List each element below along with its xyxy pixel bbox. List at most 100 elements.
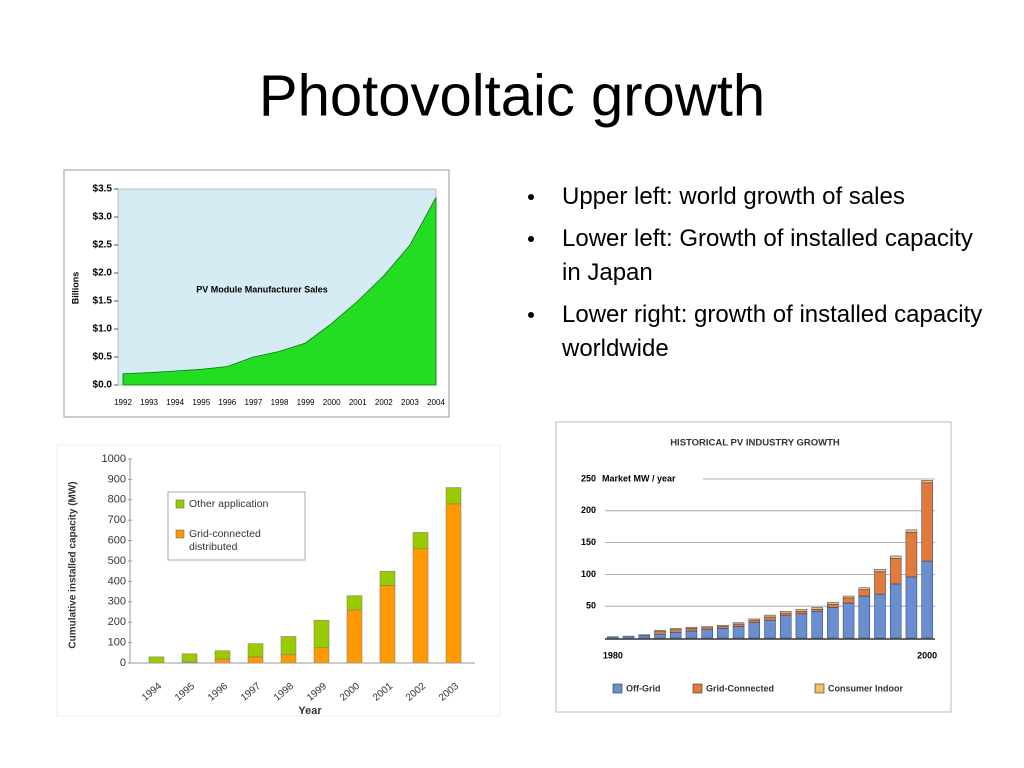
bar-segment: [858, 589, 871, 597]
x-tick-label: 1995: [192, 398, 210, 407]
legend-box: [167, 491, 306, 561]
bar-segment: [795, 609, 808, 612]
bar-segment: [247, 643, 264, 658]
bullet: Upper left: world growth of sales: [528, 180, 992, 214]
bar-segment: [622, 635, 635, 639]
y-tick-label: 500: [108, 555, 126, 567]
y-tick-label: 1000: [102, 453, 126, 465]
bar-segment: [764, 616, 776, 621]
bar-segment: [412, 548, 429, 664]
bar-segment: [654, 631, 666, 635]
bar-segment: [701, 626, 713, 629]
bar-segment: [842, 595, 855, 599]
bar-segment: [889, 583, 902, 639]
bar-segment: [181, 653, 198, 663]
bar-segment: [346, 609, 363, 664]
bar-segment: [280, 636, 297, 656]
bar-segment: [669, 629, 682, 633]
bar-segment: [313, 619, 330, 648]
bar-segment: [874, 593, 886, 639]
bar-segment: [701, 627, 713, 630]
sales-chart: $0.0 $0.5 $1.0 $1.5 $2.0 $2.5 $3.0 $3.5 1992 1993…: [70, 184, 445, 407]
bar-segment: [905, 576, 918, 639]
world-chart: 50 100 150 200 250 1980 2000 Market MW / year HI…: [581, 438, 937, 694]
bar-segment: [827, 604, 839, 608]
bar-segment: [638, 635, 651, 639]
bar-segment: [654, 633, 666, 639]
y-tick-label: 300: [108, 596, 126, 608]
bar-segment: [669, 628, 682, 630]
bar-segment: [842, 602, 855, 639]
bar-segment: [148, 656, 165, 664]
bar-segment: [732, 622, 745, 625]
bar-segment: [379, 585, 396, 664]
bar-segment: [685, 628, 698, 632]
area: [122, 197, 437, 386]
bar-segment: [654, 630, 666, 632]
bar-segment: [858, 587, 871, 590]
bar-segment: [748, 622, 761, 639]
slide-title: Photovoltaic growth: [259, 63, 765, 128]
bar-segment: [748, 619, 761, 623]
y-axis-label: Billions: [70, 272, 80, 305]
bar-segment: [921, 482, 933, 562]
bar-segment: [732, 623, 745, 627]
y-tick-label: 0: [120, 657, 126, 669]
legend-label: Off-Grid: [626, 683, 661, 693]
y-tick-label: 250: [581, 473, 596, 483]
x-tick-label: 2001: [349, 398, 367, 407]
y-tick-label: $3.0: [93, 212, 113, 223]
bar-segment: [280, 654, 297, 664]
bar-segment: [717, 628, 729, 639]
bar-segment: [685, 626, 698, 629]
bar-segment: [214, 650, 231, 660]
bar-segment: [779, 611, 792, 614]
y-tick-label: 100: [108, 637, 126, 649]
bar-segment: [858, 595, 871, 639]
bar-segment: [889, 555, 902, 559]
y-axis-label: Cumulative installed capacity (MW): [68, 481, 79, 648]
bar-segment: [795, 613, 808, 639]
y-tick-label: 800: [108, 494, 126, 506]
y-tick-label: 900: [108, 473, 126, 485]
x-tick-label: 2002: [375, 398, 393, 407]
bar-segment: [732, 626, 745, 639]
legend-label: Other application: [189, 498, 269, 510]
y-tick-label: 200: [108, 616, 126, 628]
x-axis-label: Year: [298, 705, 322, 717]
legend-swatch: [814, 683, 825, 694]
y-tick-label: 150: [581, 537, 596, 547]
bullet: Lower left: Growth of installed capacity…: [528, 222, 992, 290]
bar-segment: [764, 614, 776, 618]
bar-segment: [313, 647, 330, 664]
bar-segment: [607, 636, 619, 639]
x-tick-label: 1997: [245, 398, 263, 407]
bar-segment: [811, 609, 823, 612]
y-tick-label: $3.5: [93, 184, 113, 195]
y-tick-label: 700: [108, 514, 126, 526]
legend-swatch: [692, 683, 703, 694]
legend-label: Consumer Indoor: [828, 683, 903, 693]
bar-segment: [717, 626, 729, 629]
x-tick-label: 2000: [917, 650, 937, 660]
legend-label: Grid-connected distributed: [189, 528, 261, 553]
y-tick-label: 100: [581, 569, 596, 579]
bullet-list: Upper left: world growth of sales Lower …: [528, 180, 992, 374]
legend-swatch: [612, 683, 623, 694]
y-tick-label: $2.0: [93, 268, 113, 279]
y-tick-label: 200: [581, 505, 596, 515]
bar-segment: [247, 656, 264, 664]
bar-segment: [779, 612, 792, 616]
chart-frame: [555, 421, 952, 713]
chart-title: PV Module Manufacturer Sales: [196, 284, 328, 294]
bar-segment: [412, 532, 429, 550]
bar-segment: [638, 634, 651, 636]
x-tick-label: 1992: [114, 398, 132, 407]
label-background: [599, 472, 703, 486]
bar-segment: [874, 571, 886, 595]
y-tick-label: $1.5: [93, 296, 113, 307]
bar-segment: [921, 480, 933, 484]
bar-segment: [379, 570, 396, 586]
